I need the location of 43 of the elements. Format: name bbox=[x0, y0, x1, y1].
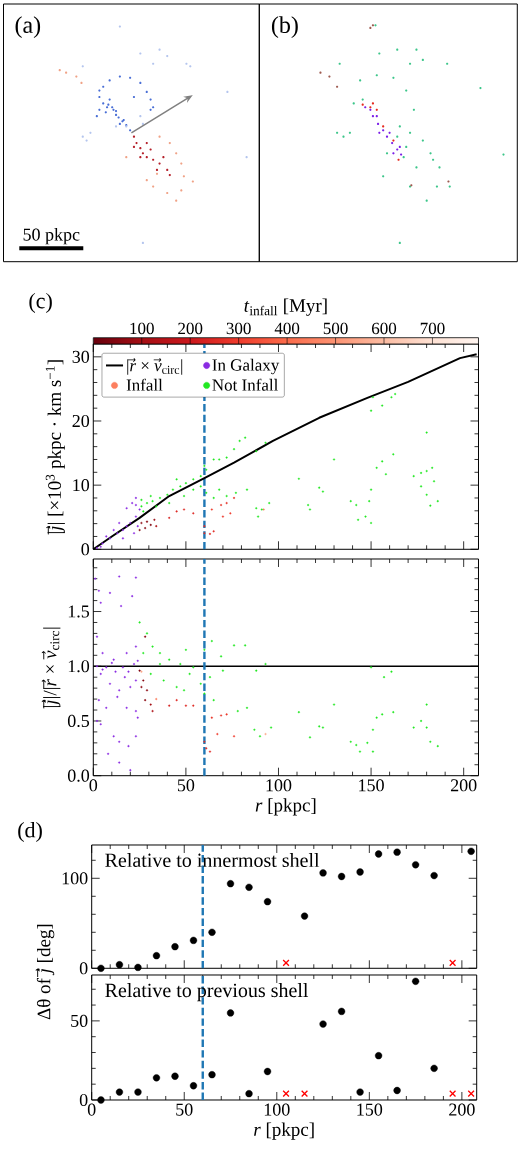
y-tick-label: 20 bbox=[72, 414, 90, 428]
legend-label: Infall bbox=[126, 378, 163, 391]
legend-label: In Galaxy bbox=[212, 358, 280, 375]
y-axis-title: Δθ ofj⃗ [deg] bbox=[35, 924, 55, 1020]
annotation: Relative to previous shell bbox=[105, 983, 309, 1002]
y-tick-label: 50 bbox=[71, 1014, 88, 1027]
x-tick-label: 200 bbox=[450, 779, 477, 792]
chart-title: (d) bbox=[18, 822, 42, 843]
color-bar-label: 300 bbox=[226, 322, 251, 335]
x-tick-label: 100 bbox=[264, 1103, 290, 1116]
y-tick-label: 10 bbox=[73, 479, 90, 492]
chart-title: (c) bbox=[29, 292, 52, 313]
color-bar-label: 400 bbox=[274, 322, 300, 335]
color-bar-label: 700 bbox=[420, 322, 445, 335]
y-tick-label: 1.5 bbox=[68, 605, 90, 618]
x-axis-title: r [pkpc] bbox=[255, 798, 316, 816]
legend-label: |r⃗ × v⃗$_{circ}$| bbox=[127, 358, 183, 375]
color-bar-title: t$_{infall}$ [Myr] bbox=[244, 298, 327, 316]
y-tick-label: 0 bbox=[81, 543, 90, 556]
x-axis-title: r [pkpc] bbox=[254, 1122, 314, 1140]
y-tick-label: 100 bbox=[62, 872, 88, 885]
x-tick-label: 0 bbox=[89, 779, 98, 792]
x-tick-label: 150 bbox=[357, 1103, 383, 1116]
text: 50 pkpc bbox=[23, 228, 80, 245]
color-bar-label: 200 bbox=[178, 322, 203, 335]
y-tick-label: 1.0 bbox=[68, 660, 90, 673]
legend-label: Not Infall bbox=[212, 378, 279, 391]
y-tick-label: 0.5 bbox=[67, 714, 90, 728]
y-tick-label: 30 bbox=[72, 350, 90, 363]
color-bar-label: 500 bbox=[323, 322, 348, 335]
annotation: Relative to innermost shell bbox=[105, 852, 320, 868]
y-tick-label: 0.0 bbox=[67, 769, 90, 782]
x-tick-label: 100 bbox=[266, 779, 292, 792]
color-bar-label: 600 bbox=[372, 322, 397, 335]
x-tick-label: 50 bbox=[177, 779, 195, 792]
y-tick-label: 0 bbox=[79, 1093, 88, 1107]
x-tick-label: 200 bbox=[449, 1103, 475, 1116]
x-tick-label: 150 bbox=[359, 779, 384, 792]
color-bar-label: 100 bbox=[130, 322, 154, 335]
x-tick-label: 50 bbox=[176, 1103, 193, 1116]
text: (a) bbox=[15, 16, 41, 38]
y-tick-label: 0 bbox=[79, 962, 88, 975]
text: (b) bbox=[271, 16, 298, 38]
